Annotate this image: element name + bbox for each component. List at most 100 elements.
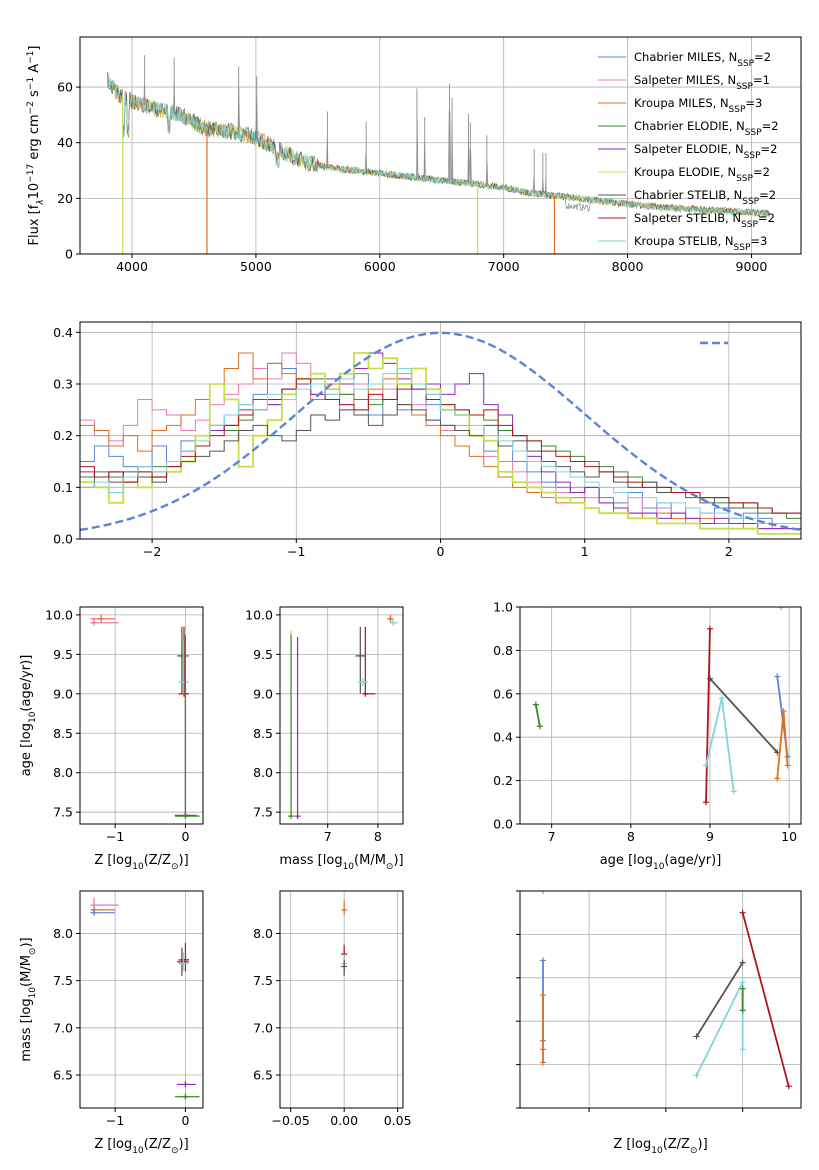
y-tick-label: 7.0	[53, 1020, 73, 1035]
y-tick-label: 10.0	[45, 607, 73, 622]
spectrum-model-line	[106, 77, 770, 218]
x-tick-label: 10	[781, 829, 797, 844]
x-tick-label: 8	[374, 829, 382, 844]
y-tick-label: 0.0	[53, 532, 73, 547]
histogram-chabrier_stelib	[80, 404, 801, 514]
histogram-steps	[80, 331, 801, 535]
x-tick-label: −0.05	[272, 1113, 310, 1128]
y-tick-label: 9.0	[53, 686, 73, 701]
weight-line-chabrier_elodie	[534, 704, 541, 727]
y-tick-label: 10.0	[245, 607, 273, 622]
x-tick-label: 2	[725, 544, 733, 559]
weight-lines	[540, 891, 792, 1090]
y-tick-label: 0.2	[493, 773, 513, 788]
x-tick-label: 0	[181, 1113, 189, 1128]
weight-lines	[532, 607, 791, 806]
y-tick-label: 8.5	[253, 726, 273, 741]
x-tick-label: 6000	[364, 259, 396, 274]
axes-frame	[279, 890, 404, 1109]
x-axis-label: age [log10(age/yr)]	[600, 853, 722, 872]
y-tick-label: 7.5	[53, 973, 73, 988]
y-tick-label: 7.5	[53, 805, 73, 820]
weight-line-kroupa_miles	[776, 711, 789, 779]
y-tick-label: 8.0	[253, 765, 273, 780]
y-tick-label: 8.0	[53, 765, 73, 780]
errorbar-points	[90, 614, 200, 820]
panel-age_vs_Z: −1 0 7.5 8.0 8.5 9.0 9.5 10.0 Z [log10(Z/Z⊙)] age…	[19, 606, 204, 872]
y-tick-label: 9.5	[253, 647, 273, 662]
legend-label-salpeter_miles: Salpeter MILES, NSSP=1	[634, 73, 770, 92]
x-axis-label: Z [log10(Z/Z⊙)]	[94, 853, 188, 872]
y-tick-label: 7.5	[253, 805, 273, 820]
spectrum-legend: Chabrier MILES, NSSP=2 Salpeter MILES, NS…	[598, 50, 779, 253]
x-axis-label: Z [log10(Z/Z⊙)]	[94, 1137, 188, 1156]
errorbar-points	[90, 897, 200, 1100]
x-tick-label: 7	[324, 829, 332, 844]
y-tick-label: 9.0	[253, 686, 273, 701]
legend-label-chabrier_stelib: Chabrier STELIB, NSSP=2	[634, 188, 776, 207]
x-tick-label: 5000	[240, 259, 272, 274]
x-axis-label: mass [log10(M/M⊙)]	[279, 853, 403, 872]
x-tick-label: 8	[627, 829, 635, 844]
normal-curve	[80, 331, 801, 532]
y-tick-label: 20	[57, 191, 73, 206]
y-tick-label: 0.8	[493, 643, 513, 658]
legend-label-salpeter_stelib: Salpeter STELIB, NSSP=2	[634, 211, 775, 230]
y-tick-label: 0.1	[53, 480, 73, 495]
axes-frame	[79, 606, 204, 825]
panel-mass_vs_ebv: −0.05 0.00 0.05 6.5 7.0 7.5 8.0	[253, 890, 412, 1128]
x-tick-label: 0	[181, 829, 189, 844]
x-tick-label: 8000	[612, 259, 644, 274]
y-tick-label: 8.0	[253, 926, 273, 941]
axes-frame	[79, 321, 802, 540]
x-tick-label: 9000	[736, 259, 768, 274]
x-tick-label: −2	[143, 544, 161, 559]
legend-label-kroupa_elodie: Kroupa ELODIE, NSSP=2	[634, 165, 770, 184]
x-tick-label: 4000	[116, 259, 148, 274]
legend-label-kroupa_miles: Kroupa MILES, NSSP=3	[634, 96, 762, 115]
y-tick-label: 9.5	[53, 647, 73, 662]
errorbar-points	[341, 900, 348, 976]
y-tick-label: 6.5	[253, 1067, 273, 1082]
errorbar-points	[288, 614, 398, 820]
histogram-kroupa_stelib	[80, 368, 801, 524]
axes-frame	[79, 36, 802, 255]
panel-residual_histogram: −2 −1 0 1 2 0.0 0.1 0.2 0.3 0.4	[53, 321, 802, 559]
weight-line-chabrier_stelib	[695, 962, 744, 1037]
x-tick-label: 9	[706, 829, 714, 844]
panel-weight_vs_age: 7 8 9 10 0.0 0.2 0.4 0.6 0.8 1.0 age [log10(age/yr…	[493, 600, 802, 872]
legend-label-chabrier_miles: Chabrier MILES, NSSP=2	[634, 50, 771, 69]
y-tick-label: 7.0	[253, 1020, 273, 1035]
y-tick-label: 7.5	[253, 973, 273, 988]
y-tick-label: 0.4	[53, 325, 73, 340]
x-tick-label: 7000	[488, 259, 520, 274]
y-tick-label: 0.2	[53, 428, 73, 443]
y-axis-label: mass [log10(M/M⊙)]	[19, 937, 38, 1061]
y-tick-label: 0.0	[493, 817, 513, 832]
axes-frame	[519, 606, 802, 825]
y-tick-label: 1.0	[493, 600, 513, 615]
x-axis-label: Z [log10(Z/Z⊙)]	[613, 1137, 707, 1156]
y-axis-label: Flux [fλ10−17 erg cm−2 s−1 A−1]	[26, 46, 46, 246]
x-tick-label: 0.05	[384, 1113, 412, 1128]
y-tick-label: 40	[57, 135, 73, 150]
y-tick-label: 6.5	[53, 1067, 73, 1082]
y-tick-label: 0.3	[53, 377, 73, 392]
y-tick-label: 8.0	[53, 926, 73, 941]
weight-line-salpeter_stelib	[741, 912, 790, 1087]
axes-frame	[79, 890, 204, 1109]
axes-frame	[519, 890, 802, 1109]
weight-line-chabrier_stelib	[709, 678, 778, 753]
legend-label-chabrier_elodie: Chabrier ELODIE, NSSP=2	[634, 119, 779, 138]
x-tick-label: 1	[581, 544, 589, 559]
panel-age_vs_mass: 7 8 7.5 8.0 8.5 9.0 9.5 10.0 mass [log10(M/M⊙)]	[245, 606, 404, 872]
x-tick-label: −1	[287, 544, 305, 559]
x-tick-label: −1	[106, 829, 124, 844]
weight-line-salpeter_stelib	[705, 628, 711, 803]
y-tick-label: 0.4	[493, 730, 513, 745]
x-tick-label: 0.00	[330, 1113, 358, 1128]
weight-line-kroupa_stelib	[695, 981, 744, 1076]
x-tick-label: −1	[106, 1113, 124, 1128]
y-axis-label: age [log10(age/yr)]	[19, 655, 38, 777]
